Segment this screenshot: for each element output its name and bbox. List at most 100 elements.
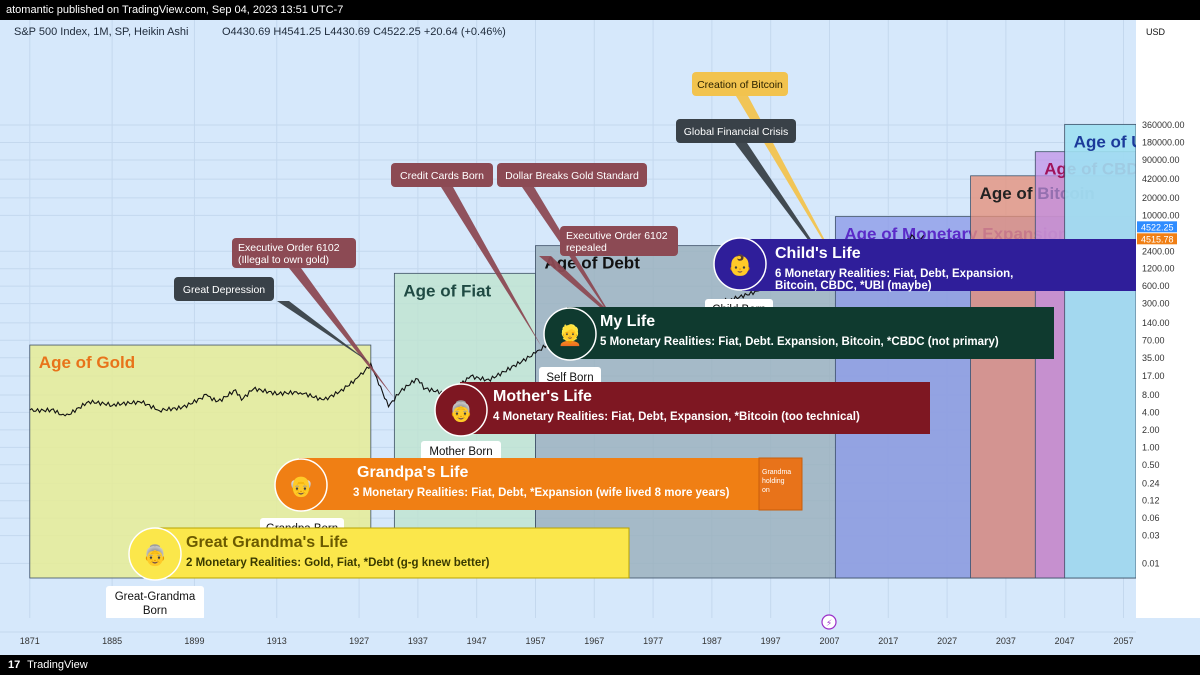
y-tick-label: 360000.00 xyxy=(1142,120,1185,130)
callout-pointer xyxy=(441,187,542,347)
y-tick-label: 600.00 xyxy=(1142,281,1170,291)
y-tick-label: 70.00 xyxy=(1142,335,1165,345)
x-tick-label: 2017 xyxy=(878,636,898,646)
publisher-text: atomantic published on TradingView.com, … xyxy=(6,4,344,16)
life-avatar-circle xyxy=(128,527,182,581)
x-tick-label: 1987 xyxy=(702,636,722,646)
symbol-legend: S&P 500 Index, 1M, SP, Heikin Ashi O4430… xyxy=(14,26,506,38)
grandma-note: on xyxy=(762,487,770,494)
born-label-box xyxy=(421,441,501,461)
x-tick-label: 1871 xyxy=(20,636,40,646)
footer-bar: 17 TradingView xyxy=(0,655,1200,675)
event-callouts: Creation of Bitcoin Global Financial Cris… xyxy=(174,72,842,399)
x-tick-label: 1913 xyxy=(267,636,287,646)
x-tick-label: 1957 xyxy=(525,636,545,646)
x-tick-label: 2027 xyxy=(937,636,957,646)
life-bars: 👶 Child's Life 6 Monetary Realities: Fiat,… xyxy=(106,237,1136,620)
callout-box xyxy=(676,119,796,143)
callout-pointer xyxy=(277,301,371,364)
life-bar-2 xyxy=(567,307,1054,359)
grandma-note: holding xyxy=(762,478,785,485)
life-name: Great Grandma's Life xyxy=(186,534,348,551)
grandma-note-box xyxy=(758,457,803,511)
callout-box xyxy=(560,226,678,256)
life-desc: 4 Monetary Realities: Fiat, Debt, Expans… xyxy=(493,411,860,423)
callout-label: Executive Order 6102 xyxy=(238,242,340,254)
y-tick-label: 42000.00 xyxy=(1142,174,1180,184)
y-tick-label: 0.03 xyxy=(1142,531,1160,541)
y-tick-label: 300.00 xyxy=(1142,299,1170,309)
x-tick-label: 1885 xyxy=(102,636,122,646)
callout-label: Creation of Bitcoin xyxy=(697,79,783,91)
callout-label: Credit Cards Born xyxy=(400,170,484,182)
y-tick-label: 0.12 xyxy=(1142,496,1160,506)
price-axis-bg xyxy=(1136,20,1200,618)
born-label: Self Born xyxy=(546,372,593,384)
life-desc-2: Bitcoin, CBDC, *UBI (maybe) xyxy=(775,280,932,292)
x-tick-label: 1927 xyxy=(349,636,369,646)
x-tick-label: 2007 xyxy=(819,636,839,646)
x-tick-label: 1977 xyxy=(643,636,663,646)
life-avatar-icon: 👴 xyxy=(289,476,314,498)
age-label-1: Age of Gold xyxy=(39,353,135,372)
y-tick-label: 35.00 xyxy=(1142,353,1165,363)
callout-box xyxy=(391,163,493,187)
callout-box xyxy=(174,277,274,301)
callout-label: Great Depression xyxy=(183,284,265,296)
callout-box xyxy=(692,72,788,96)
time-axis-bg xyxy=(0,618,1200,655)
life-bar-1 xyxy=(742,239,1136,291)
y-tick-label: 0.01 xyxy=(1142,558,1160,568)
publisher-bar: atomantic published on TradingView.com, … xyxy=(0,0,1200,20)
callout-label: (Illegal to own gold) xyxy=(238,254,329,266)
life-desc: 5 Monetary Realities: Fiat, Debt. Expans… xyxy=(600,336,999,348)
ohlc-values: O4430.69 H4541.25 L4430.69 C4522.25 +20.… xyxy=(222,26,506,38)
life-name: Mother's Life xyxy=(493,388,592,405)
x-tick-label: 1899 xyxy=(184,636,204,646)
life-avatar-circle xyxy=(543,307,597,361)
y-tick-label: 17.00 xyxy=(1142,371,1165,381)
life-name: Child's Life xyxy=(775,245,861,262)
callout-label: Executive Order 6102 xyxy=(566,230,668,242)
age-label-2: Age of Fiat xyxy=(403,281,491,300)
y-tick-label: 10000.00 xyxy=(1142,210,1180,220)
y-tick-label: 2.00 xyxy=(1142,425,1160,435)
y-tick-label: 8.00 xyxy=(1142,390,1160,400)
callout-pointer xyxy=(522,187,618,327)
life-avatar-circle xyxy=(274,458,328,512)
born-label-box xyxy=(106,586,204,620)
life-desc: 3 Monetary Realities: Fiat, Debt, *Expan… xyxy=(353,487,730,499)
y-tick-label: 4.00 xyxy=(1142,407,1160,417)
x-tick-label: 1997 xyxy=(761,636,781,646)
x-tick-label: 2037 xyxy=(996,636,1016,646)
life-name: Grandpa's Life xyxy=(357,464,468,481)
y-tick-label: 2400.00 xyxy=(1142,246,1175,256)
y-tick-label: 1200.00 xyxy=(1142,264,1175,274)
last-price-label: 4522.25 xyxy=(1141,222,1174,232)
age-label-3: Age of Debt xyxy=(544,254,640,273)
life-bar-3 xyxy=(460,382,930,434)
life-desc: 6 Monetary Realities: Fiat, Debt, Expans… xyxy=(775,268,1013,280)
chart-area[interactable]: Age of Gold Age of Fiat Age of Debt Age of … xyxy=(0,20,1200,655)
age-region-7 xyxy=(1064,123,1137,579)
y-tick-label: 0.50 xyxy=(1142,460,1160,470)
y-tick-label: 140.00 xyxy=(1142,318,1170,328)
life-bar-4 xyxy=(299,458,759,510)
callout-label: repealed xyxy=(566,242,607,254)
callout-box xyxy=(232,238,356,268)
y-tick-label: 20000.00 xyxy=(1142,193,1180,203)
callout-label: Global Financial Crisis xyxy=(684,126,788,138)
callout-pointer xyxy=(289,268,395,399)
grandma-note: Grandma xyxy=(762,469,791,476)
life-avatar-icon: 👵 xyxy=(143,543,168,567)
lightning-glyph-icon: ⚡ xyxy=(826,618,832,628)
life-avatar-icon: 👵 xyxy=(449,399,474,423)
life-avatar-circle xyxy=(713,237,767,291)
life-name: My Life xyxy=(600,313,655,330)
born-label: Born xyxy=(143,605,167,617)
y-tick-label: 0.24 xyxy=(1142,478,1160,488)
life-avatar-icon: 👶 xyxy=(728,253,753,277)
y-tick-label: 180000.00 xyxy=(1142,138,1185,148)
y-tick-label: 1.00 xyxy=(1142,442,1160,452)
